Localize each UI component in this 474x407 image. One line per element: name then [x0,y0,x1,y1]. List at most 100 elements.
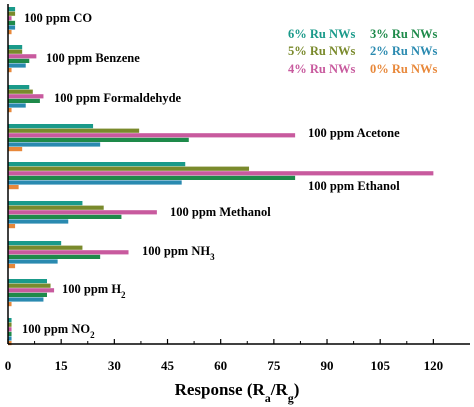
bar-4-ru-nws-4 [8,171,434,176]
legend-entry-5: 0% Ru NWs [370,62,438,76]
text-part: 100 ppm Formaldehyde [54,91,182,105]
legend-entry-2: 5% Ru NWs [288,44,356,58]
bar-6-ru-nws-0 [8,7,16,12]
text-part: 100 ppm H [62,282,121,296]
bar-5-ru-nws-2 [8,89,33,94]
text-part: 100 ppm Methanol [170,205,271,219]
bar-3-ru-nws-0 [8,20,16,25]
text-part: 2 [90,330,95,340]
x-tick-label-5: 75 [267,358,281,373]
text-part: 100 ppm NH [142,244,210,258]
x-tick-label-4: 60 [214,358,227,373]
bar-3-ru-nws-4 [8,175,296,180]
category-labels: 100 ppm CO 100 ppm Benzene 100 ppm Formald… [22,11,400,340]
text-part: 2% Ru NWs [370,44,438,58]
text-part: 100 ppm Ethanol [308,179,400,193]
bar-3-ru-nws-1 [8,58,30,63]
legend-entry-0: 6% Ru NWs [288,27,356,41]
bar-0-ru-nws-1 [8,68,12,73]
text-part: 15 [55,358,69,373]
category-label-3: 100 ppm Acetone [308,126,400,140]
bar-3-ru-nws-6 [8,254,101,259]
bar-4-ru-nws-5 [8,210,157,215]
category-label-4: 100 ppm Ethanol [308,179,400,193]
bar-3-ru-nws-8 [8,331,12,336]
bar-4-ru-nws-2 [8,94,44,99]
bar-6-ru-nws-4 [8,162,186,167]
category-label-5: 100 ppm Methanol [170,205,271,219]
bar-6-ru-nws-1 [8,45,23,50]
text-part: 105 [370,358,390,373]
bar-2-ru-nws-4 [8,180,182,185]
text-part: 90 [321,358,334,373]
category-label-0: 100 ppm CO [24,11,92,25]
text-part: ) [294,380,300,399]
category-label-8: 100 ppm NO2 [22,322,95,340]
text-part: 3 [210,252,215,262]
bar-0-ru-nws-3 [8,147,23,152]
bar-0-ru-nws-7 [8,302,12,307]
bar-5-ru-nws-0 [8,11,16,16]
bar-4-ru-nws-1 [8,54,37,59]
bar-3-ru-nws-3 [8,137,189,142]
text-part: 5% Ru NWs [288,44,356,58]
bar-0-ru-nws-5 [8,224,16,229]
legend-entry-1: 3% Ru NWs [370,27,438,41]
axes: 0 15 30 45 60 75 90 105 120 [5,4,470,373]
x-tick-label-1: 15 [55,358,69,373]
bar-5-ru-nws-3 [8,128,140,133]
bar-6-ru-nws-3 [8,124,94,129]
text-part: 75 [267,358,281,373]
bar-5-ru-nws-5 [8,205,104,210]
bar-2-ru-nws-6 [8,259,58,264]
text-part: 100 ppm Benzene [46,51,140,65]
bar-3-ru-nws-2 [8,98,40,103]
category-label-2: 100 ppm Formaldehyde [54,91,182,105]
category-label-1: 100 ppm Benzene [46,51,140,65]
bar-5-ru-nws-6 [8,245,83,250]
text-part: 100 ppm Acetone [308,126,400,140]
bar-4-ru-nws-7 [8,288,55,293]
text-part: 60 [214,358,227,373]
text-part: 0% Ru NWs [370,62,438,76]
bar-5-ru-nws-4 [8,166,250,171]
text-part: g [288,391,294,405]
bar-0-ru-nws-0 [8,30,12,35]
bar-3-ru-nws-7 [8,292,47,297]
text-part: 3% Ru NWs [370,27,438,41]
x-tick-label-8: 120 [424,358,444,373]
x-axis-label: Response (Ra/Rg) [175,380,300,405]
bar-0-ru-nws-6 [8,264,16,269]
bar-4-ru-nws-8 [8,327,12,332]
text-part: 120 [424,358,444,373]
bar-2-ru-nws-7 [8,297,44,302]
bar-2-ru-nws-8 [8,336,12,341]
x-tick-label-7: 105 [370,358,390,373]
bar-2-ru-nws-5 [8,219,69,224]
text-part: 100 ppm CO [24,11,92,25]
text-part: Response (R [175,380,266,399]
x-tick-label-6: 90 [321,358,334,373]
text-part: 0 [5,358,12,373]
bar-2-ru-nws-2 [8,103,26,108]
text-part: 45 [161,358,175,373]
text-part: 4% Ru NWs [288,62,356,76]
x-tick-label-2: 30 [108,358,121,373]
bar-6-ru-nws-6 [8,241,62,246]
bar-6-ru-nws-8 [8,318,12,323]
x-tick-label-0: 0 [5,358,12,373]
bar-0-ru-nws-4 [8,185,19,190]
x-tick-label-3: 45 [161,358,175,373]
legend-entry-4: 4% Ru NWs [288,62,356,76]
bar-3-ru-nws-5 [8,214,122,219]
category-label-6: 100 ppm NH3 [142,244,215,262]
bar-2-ru-nws-3 [8,142,101,147]
bar-4-ru-nws-0 [8,16,12,21]
bars-layer [8,7,434,346]
bar-5-ru-nws-8 [8,322,12,327]
text-part: 6% Ru NWs [288,27,356,41]
legend-entry-3: 2% Ru NWs [370,44,438,58]
text-part: 30 [108,358,121,373]
bar-2-ru-nws-0 [8,25,16,30]
